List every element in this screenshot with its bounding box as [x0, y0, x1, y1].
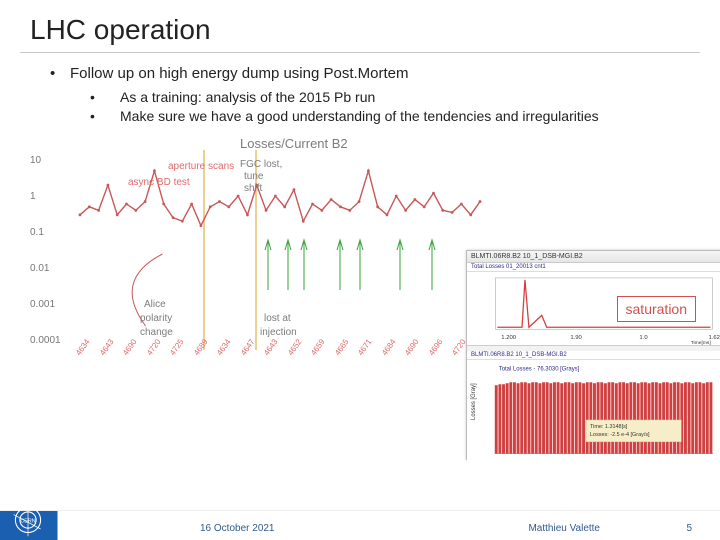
svg-text:1.0: 1.0	[639, 335, 648, 341]
svg-text:Total Losses - 76.3030 [Grays]: Total Losses - 76.3030 [Grays]	[499, 366, 580, 372]
chart-annotation: injection	[260, 328, 297, 339]
bullet-sub1-text: As a training: analysis of the 2015 Pb r…	[120, 88, 375, 107]
footer-date: 16 October 2021	[200, 523, 275, 534]
ytick: 0.01	[30, 263, 49, 274]
slide-title: LHC operation	[0, 0, 720, 52]
chart-annotation: change	[140, 328, 173, 339]
cern-logo-icon: CERN	[10, 502, 46, 538]
ytick: 10	[30, 155, 41, 166]
bullet-dot: •	[50, 65, 70, 82]
svg-text:Time: 1.3148[s]: Time: 1.3148[s]	[590, 424, 628, 430]
bullet-main-text: Follow up on high energy dump using Post…	[70, 65, 409, 82]
bullet-list: • Follow up on high energy dump using Po…	[0, 53, 720, 134]
svg-text:CERN: CERN	[20, 519, 35, 525]
panel-subheader2: BLMTI.06R8.B2 10_1_DSB-MGI.B2	[467, 351, 720, 360]
ytick: 0.0001	[30, 335, 61, 346]
chart-annotation: polarity	[140, 314, 172, 325]
chart-annotation: tune	[244, 172, 263, 183]
footer-author: Matthieu Valette	[528, 523, 600, 534]
sub-bullet-dot: •	[90, 88, 120, 107]
svg-text:1.90: 1.90	[570, 335, 582, 341]
panel-plot-2: Total Losses - 76.3030 [Grays] Losses [Gr…	[467, 360, 720, 470]
panel-subheader: Total Losses 01_20013 cnt1	[467, 263, 720, 272]
svg-text:Losses: -2.5 e-4 [Gray/s]: Losses: -2.5 e-4 [Gray/s]	[590, 432, 650, 438]
footer-strip	[0, 510, 720, 540]
diagnostic-panel: BLMTI.06R8.B2 10_1_DSB-MGI.B2 Total Loss…	[466, 250, 720, 460]
chart-annotation: shift	[244, 184, 262, 195]
chart-annotation: Alice	[144, 300, 166, 311]
chart-annotation: lost at	[264, 314, 291, 325]
panel-header: BLMTI.06R8.B2 10_1_DSB-MGI.B2	[467, 251, 720, 263]
ytick: 1	[30, 191, 36, 202]
bullet-main: • Follow up on high energy dump using Po…	[50, 65, 680, 82]
chart-title: Losses/Current B2	[240, 136, 348, 151]
svg-text:Time[ms]: Time[ms]	[691, 340, 712, 346]
ytick: 0.1	[30, 227, 44, 238]
bullet-sub: • As a training: analysis of the 2015 Pb…	[90, 88, 680, 107]
svg-text:Losses [Gray]: Losses [Gray]	[471, 383, 477, 420]
svg-text:1.200: 1.200	[501, 335, 516, 341]
chart-annotation: aperture scans	[168, 162, 234, 173]
footer-page: 5	[686, 523, 692, 534]
chart-annotation: FGC lost,	[240, 160, 282, 171]
ytick: 0.001	[30, 299, 55, 310]
bullet-sub: • Make sure we have a good understanding…	[90, 107, 680, 126]
bullet-sub2-text: Make sure we have a good understanding o…	[120, 107, 599, 126]
sub-bullet-dot: •	[90, 107, 120, 126]
saturation-callout: saturation	[617, 296, 696, 322]
chart-annotation: async BD test	[128, 178, 190, 189]
